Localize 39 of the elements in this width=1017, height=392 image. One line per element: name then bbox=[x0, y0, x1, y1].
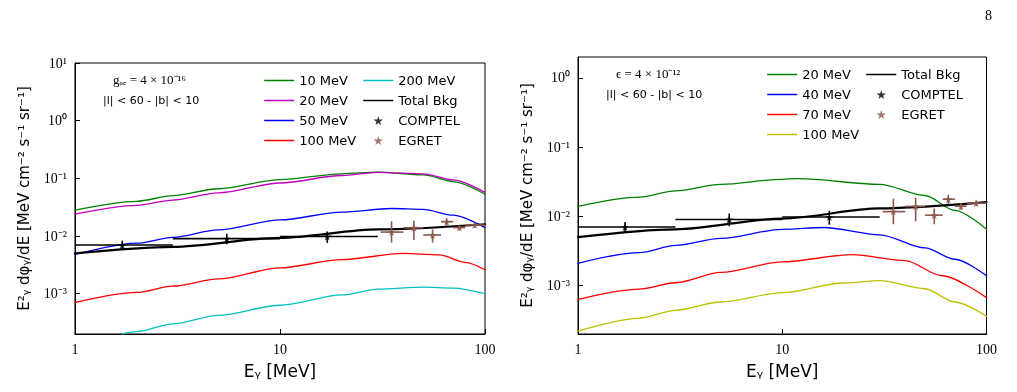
legend-label: 100 MeV bbox=[299, 133, 357, 148]
annotation: |l| < 60 - |b| < 10 bbox=[103, 94, 200, 107]
y-axis-title: E²ᵧ dφᵧ/dE [MeV cm⁻² s⁻¹ sr⁻¹] bbox=[14, 86, 33, 311]
legend-label: Total Bkg bbox=[900, 67, 961, 82]
y-tick-label: 10⁻³ bbox=[546, 278, 570, 294]
x-axis-title: Eᵧ [MeV] bbox=[243, 360, 317, 381]
x-tick-label: 10 bbox=[273, 341, 287, 357]
x-tick-label: 1 bbox=[574, 341, 582, 357]
legend-label: EGRET bbox=[398, 133, 442, 148]
legend-label: 40 MeV bbox=[802, 87, 852, 102]
y-tick-label: 10⁰ bbox=[551, 70, 570, 86]
legend-label: 200 MeV bbox=[398, 73, 456, 88]
y-tick-label: 10⁻³ bbox=[43, 286, 67, 302]
legend-label: 100 MeV bbox=[802, 127, 860, 142]
legend-label: 50 MeV bbox=[299, 113, 349, 128]
legend-label: 20 MeV bbox=[802, 67, 852, 82]
y-axis-title: E²ᵧ dφᵧ/dE [MeV cm⁻² s⁻¹ sr⁻¹] bbox=[517, 83, 536, 308]
legend-label: 10 MeV bbox=[299, 73, 349, 88]
x-tick-label: 100 bbox=[474, 341, 496, 357]
y-tick-label: 10¹ bbox=[48, 55, 67, 71]
x-tick-label: 100 bbox=[976, 341, 997, 357]
text: 8 bbox=[985, 7, 992, 23]
legend-label: EGRET bbox=[901, 107, 945, 122]
x-axis-title: Eᵧ [MeV] bbox=[746, 360, 819, 381]
legend-label: COMPTEL bbox=[398, 113, 461, 128]
legend-label: COMPTEL bbox=[901, 87, 964, 102]
y-tick-label: 10⁻¹ bbox=[43, 170, 67, 186]
annotation: ϵ = 4 × 10⁻¹² bbox=[616, 66, 681, 81]
y-tick-label: 10⁻¹ bbox=[546, 139, 570, 155]
x-tick-label: 10 bbox=[775, 341, 790, 357]
y-tick-label: 10⁻² bbox=[546, 208, 570, 224]
legend-label: 70 MeV bbox=[802, 107, 852, 122]
annotation: gₐₑ = 4 × 10⁻¹⁶ bbox=[113, 72, 186, 87]
legend-label: Total Bkg bbox=[397, 93, 458, 108]
x-tick-label: 1 bbox=[71, 341, 79, 357]
y-tick-label: 10⁰ bbox=[48, 113, 67, 129]
legend-label: 20 MeV bbox=[299, 93, 349, 108]
annotation: |l| < 60 - |b| < 10 bbox=[606, 88, 703, 101]
y-tick-label: 10⁻² bbox=[43, 228, 67, 244]
